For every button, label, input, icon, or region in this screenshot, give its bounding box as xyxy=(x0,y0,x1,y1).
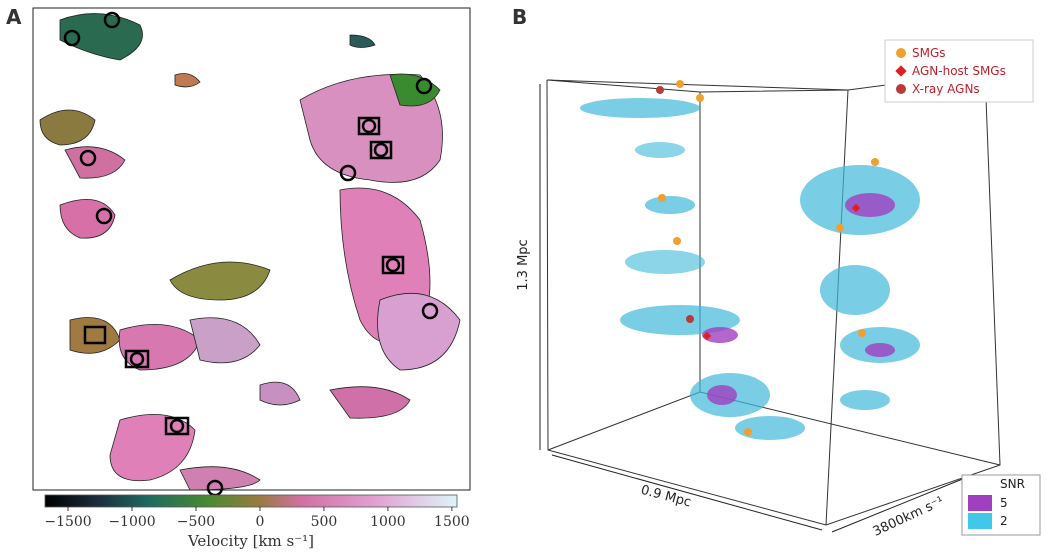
axis-label: 1.3 Mpc xyxy=(516,239,531,290)
cube-frame xyxy=(539,71,1001,533)
snr-swatch xyxy=(968,495,992,511)
snr-title: SNR xyxy=(1000,477,1025,491)
colorbar-ticks: −1500 −1000 −500 0 500 1000 1500 xyxy=(44,507,470,530)
legend-label: X-ray AGNs xyxy=(912,82,980,96)
legend-box xyxy=(884,39,1034,103)
colorbar-tick-label: 0 xyxy=(255,514,264,530)
colorbar-label: Velocity [km s⁻¹] xyxy=(187,532,314,550)
colorbar xyxy=(44,494,458,508)
colorbar-tick-label: −1000 xyxy=(108,514,155,530)
panel-label: B xyxy=(512,5,527,29)
snr-label: 5 xyxy=(1000,496,1008,510)
source-markers xyxy=(63,11,439,497)
legend-label: AGN-host SMGs xyxy=(912,64,1006,78)
legend-label: SMGs xyxy=(912,46,946,60)
legend-marker xyxy=(896,84,906,94)
colorbar-tick-label: 1500 xyxy=(434,514,470,530)
velocity-patches xyxy=(39,13,461,491)
panel-label: A xyxy=(6,5,22,29)
structures xyxy=(580,80,920,440)
legend-marker xyxy=(896,48,906,58)
snr-legend: 52 xyxy=(968,495,1008,529)
colorbar-tick-label: −500 xyxy=(177,514,215,530)
snr-label: 2 xyxy=(1000,514,1008,528)
colorbar-tick-label: −1500 xyxy=(44,514,91,530)
colorbar-tick-label: 500 xyxy=(311,514,338,530)
colorbar-tick-label: 1000 xyxy=(370,514,406,530)
snr-swatch xyxy=(968,513,992,529)
